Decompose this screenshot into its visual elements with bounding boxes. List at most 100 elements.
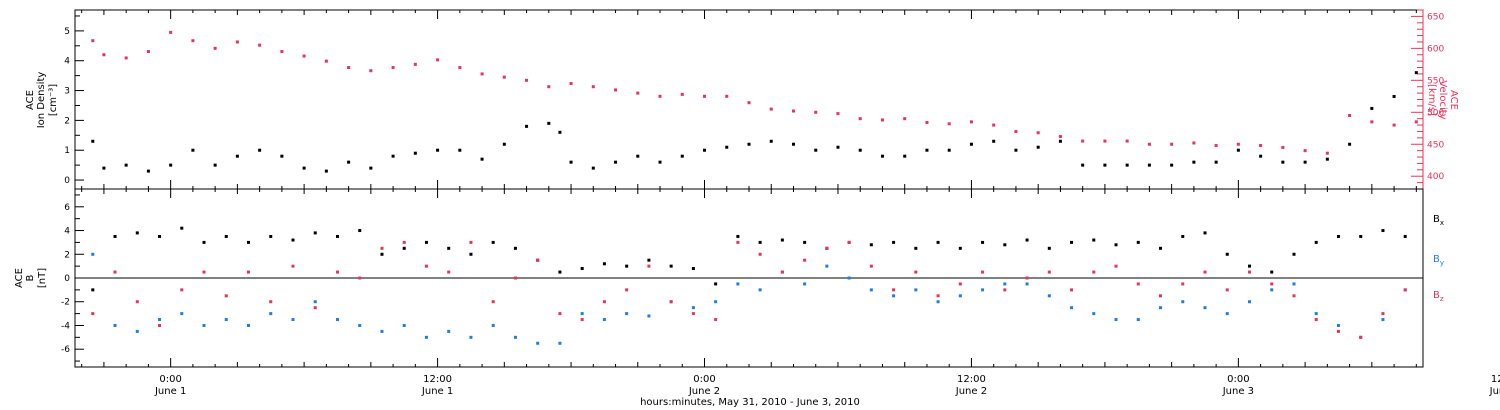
date-tick-label: June 3 bbox=[1222, 386, 1254, 397]
b-point-by bbox=[625, 312, 629, 316]
top-point-black bbox=[391, 154, 395, 158]
top-point-black bbox=[1325, 157, 1329, 161]
top-point-black bbox=[591, 166, 595, 170]
b-point-bz bbox=[669, 300, 673, 304]
b-point-by bbox=[1381, 318, 1385, 322]
b-point-bz bbox=[1114, 264, 1118, 268]
b-point-bz bbox=[825, 246, 829, 250]
b-point-by bbox=[1292, 282, 1296, 286]
b-point-bx bbox=[1070, 240, 1074, 244]
b-point-bz bbox=[914, 270, 918, 274]
b-point-bz bbox=[1003, 288, 1007, 292]
top-point-red bbox=[1259, 144, 1263, 148]
density-label-line2: Ion Density bbox=[36, 72, 47, 129]
b-point-bx bbox=[869, 243, 873, 247]
b-point-bz bbox=[936, 294, 940, 298]
top-point-black bbox=[1036, 145, 1040, 149]
b-point-by bbox=[647, 314, 651, 318]
top-point-red bbox=[1325, 151, 1329, 155]
density-label-line1: ACE bbox=[25, 90, 36, 110]
b-point-by bbox=[1314, 312, 1318, 316]
b-point-bz bbox=[469, 240, 473, 244]
top-point-black bbox=[858, 148, 862, 152]
density-tick-label: 0 bbox=[64, 176, 70, 186]
b-point-bz bbox=[1270, 282, 1274, 286]
b-point-bx bbox=[158, 234, 162, 238]
top-point-black bbox=[347, 160, 351, 164]
b-point-bx bbox=[714, 282, 718, 286]
top-point-red bbox=[925, 121, 929, 125]
top-point-red bbox=[91, 39, 95, 43]
b-point-by bbox=[536, 341, 540, 345]
top-point-black bbox=[280, 154, 284, 158]
b-point-by bbox=[424, 335, 428, 339]
b-point-bx bbox=[380, 252, 384, 256]
top-point-red bbox=[858, 117, 862, 121]
top-point-black bbox=[1236, 148, 1240, 152]
b-point-bz bbox=[247, 270, 251, 274]
b-point-bz bbox=[447, 270, 451, 274]
velocity-label-line1: ACE bbox=[1448, 90, 1459, 110]
b-point-by bbox=[402, 323, 406, 327]
b-point-bx bbox=[513, 246, 517, 250]
time-tick-label: 12:00 bbox=[423, 374, 452, 385]
top-point-red bbox=[769, 107, 773, 111]
top-point-black bbox=[1414, 71, 1418, 75]
top-point-red bbox=[992, 123, 996, 127]
top-point-red bbox=[1303, 149, 1307, 153]
b-point-by bbox=[224, 318, 228, 322]
b-point-by bbox=[1136, 318, 1140, 322]
top-point-red bbox=[502, 75, 506, 79]
b-point-bz bbox=[224, 294, 228, 298]
top-point-red bbox=[146, 50, 150, 54]
b-point-by bbox=[380, 329, 384, 333]
top-panel-points bbox=[91, 30, 1418, 173]
top-point-black bbox=[614, 160, 618, 164]
b-point-bz bbox=[803, 258, 807, 262]
top-point-red bbox=[169, 30, 173, 34]
b-point-bx bbox=[780, 238, 784, 242]
b-point-bx bbox=[691, 267, 695, 271]
top-point-red bbox=[836, 112, 840, 116]
b-point-bx bbox=[269, 234, 273, 238]
top-point-red bbox=[369, 69, 373, 73]
b-tick-label: 2 bbox=[64, 250, 70, 260]
top-point-black bbox=[1103, 163, 1107, 167]
b-point-bz bbox=[1181, 282, 1185, 286]
time-tick-label: 12:00 bbox=[957, 374, 986, 385]
time-tick-label: 0:00 bbox=[1227, 374, 1249, 385]
top-point-black bbox=[947, 148, 951, 152]
b-point-bx bbox=[1136, 240, 1140, 244]
b-point-by bbox=[869, 288, 873, 292]
top-point-black bbox=[703, 148, 707, 152]
b-point-by bbox=[1336, 323, 1340, 327]
b-point-bx bbox=[335, 234, 339, 238]
date-tick-label: June 2 bbox=[955, 386, 987, 397]
b-point-by bbox=[1092, 312, 1096, 316]
density-tick-label: 1 bbox=[64, 146, 70, 156]
b-point-bx bbox=[1181, 234, 1185, 238]
top-point-red bbox=[1036, 131, 1040, 135]
top-point-red bbox=[280, 50, 284, 54]
top-point-black bbox=[258, 148, 262, 152]
b-label-line3: [nT] bbox=[37, 268, 48, 288]
density-tick-label: 4 bbox=[64, 57, 70, 67]
top-point-black bbox=[1348, 142, 1352, 146]
b-point-by bbox=[469, 335, 473, 339]
top-point-red bbox=[1348, 113, 1352, 117]
b-point-bz bbox=[335, 270, 339, 274]
top-point-red bbox=[480, 72, 484, 76]
b-point-bx bbox=[803, 240, 807, 244]
b-point-bx bbox=[469, 252, 473, 256]
top-point-black bbox=[1281, 160, 1285, 164]
top-point-black bbox=[569, 160, 573, 164]
top-point-black bbox=[1014, 148, 1018, 152]
top-point-red bbox=[658, 94, 662, 98]
b-point-by bbox=[158, 318, 162, 322]
bottom-panel: -6 -4 -2 0 2 4 6 ACE B [nT] Bx By Bz bbox=[14, 188, 1444, 368]
b-point-bx bbox=[936, 240, 940, 244]
legend-bx: Bx bbox=[1433, 214, 1444, 227]
b-point-bz bbox=[869, 264, 873, 268]
density-tick-label: 3 bbox=[64, 87, 70, 97]
